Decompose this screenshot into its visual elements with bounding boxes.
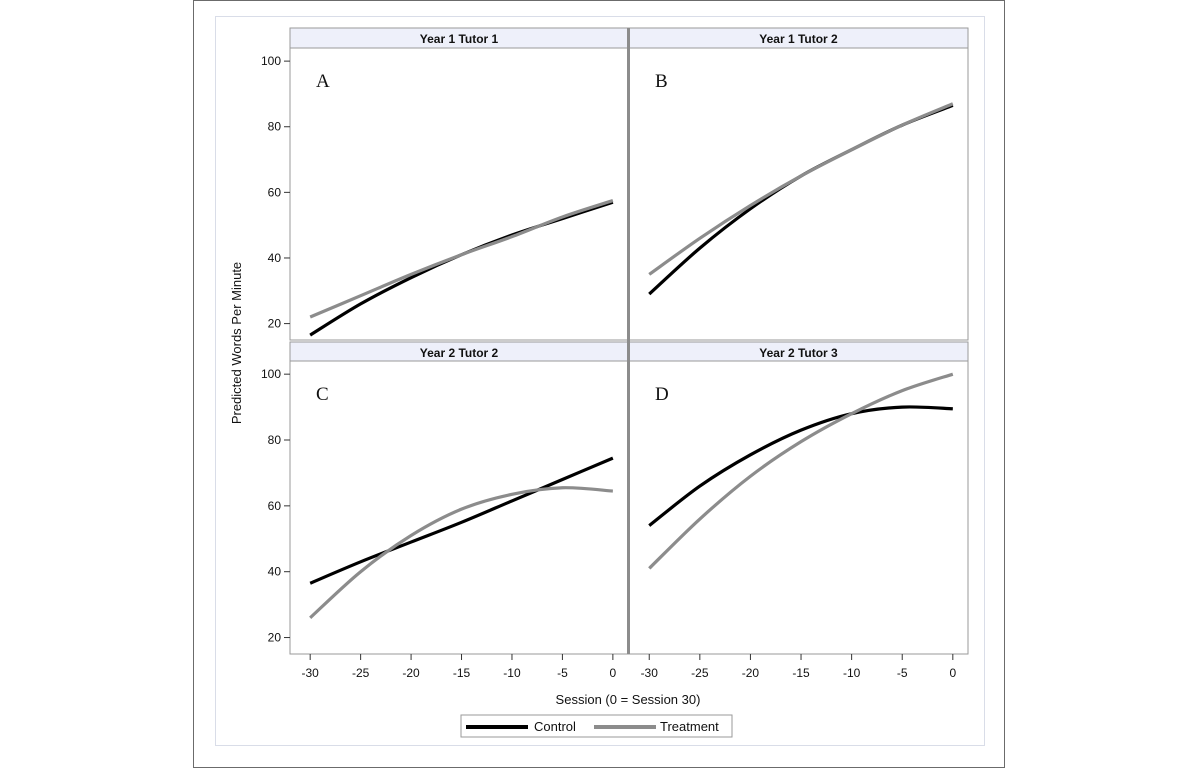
legend-label-treatment: Treatment xyxy=(660,719,719,734)
legend: Control Treatment xyxy=(460,714,733,738)
series-line-control xyxy=(648,405,953,527)
panel-letter: D xyxy=(655,384,669,405)
panel-letter: B xyxy=(655,71,668,92)
x-tick-label: -15 xyxy=(792,666,810,680)
panel-strip-title: Year 2 Tutor 3 xyxy=(759,346,838,360)
y-tick-label: 20 xyxy=(268,317,282,331)
y-tick-label: 80 xyxy=(268,120,282,134)
panel-plot-area xyxy=(628,360,969,655)
panel-plot-area xyxy=(628,47,969,341)
y-tick-label: 40 xyxy=(268,251,282,265)
x-tick-label: 0 xyxy=(949,666,956,680)
x-tick-label: -10 xyxy=(503,666,521,680)
panel-letter: A xyxy=(316,71,330,92)
y-tick-label: 100 xyxy=(261,367,281,381)
x-tick-label: 0 xyxy=(610,666,617,680)
x-tick-label: -10 xyxy=(843,666,861,680)
panel-strip-title: Year 1 Tutor 1 xyxy=(420,32,499,46)
y-tick-label: 60 xyxy=(268,185,282,199)
y-tick-label: 20 xyxy=(268,631,282,645)
panel-a: Year 1 Tutor 1 A 20 40 60 80 100 xyxy=(261,27,629,341)
series-line-treatment xyxy=(309,486,613,619)
series-line-treatment xyxy=(648,102,954,276)
x-tick-label: -15 xyxy=(453,666,471,680)
panel-strip-title: Year 2 Tutor 2 xyxy=(420,346,499,360)
x-tick-label: -30 xyxy=(641,666,659,680)
panel-plot-area xyxy=(289,360,629,655)
x-tick-label: -20 xyxy=(402,666,420,680)
y-axis-title: Predicted Words Per Minute xyxy=(229,262,244,424)
series-line-treatment xyxy=(648,372,954,570)
figure-inner-border xyxy=(215,16,985,746)
y-tick-label: 40 xyxy=(268,565,282,579)
panel-c: Year 2 Tutor 2 C 20 40 60 80 100 -30 -25 -20 -15 -1… xyxy=(261,341,629,680)
x-tick-label: -20 xyxy=(742,666,760,680)
x-axis-title: Session (0 = Session 30) xyxy=(556,692,701,707)
x-tick-label: -5 xyxy=(897,666,908,680)
legend-label-control: Control xyxy=(534,719,576,734)
panels-layer: Year 1 Tutor 1 A 20 40 60 80 100 Year 1 Tutor 2… xyxy=(261,27,969,680)
y-tick-label: 60 xyxy=(268,499,282,513)
panel-b: Year 1 Tutor 2 B xyxy=(628,27,969,341)
series-line-control xyxy=(309,456,614,585)
y-tick-label: 100 xyxy=(261,54,281,68)
x-tick-label: -5 xyxy=(557,666,568,680)
x-tick-label: -30 xyxy=(302,666,320,680)
y-tick-label: 80 xyxy=(268,433,282,447)
panel-strip-title: Year 1 Tutor 2 xyxy=(759,32,838,46)
panel-d: Year 2 Tutor 3 D -30 -25 -20 -15 -10 -5 0 xyxy=(628,341,969,680)
x-tick-label: -25 xyxy=(352,666,370,680)
panel-letter: C xyxy=(316,384,329,405)
series-line-treatment xyxy=(309,199,614,319)
panel-plot-area xyxy=(289,47,629,341)
x-tick-label: -25 xyxy=(691,666,709,680)
